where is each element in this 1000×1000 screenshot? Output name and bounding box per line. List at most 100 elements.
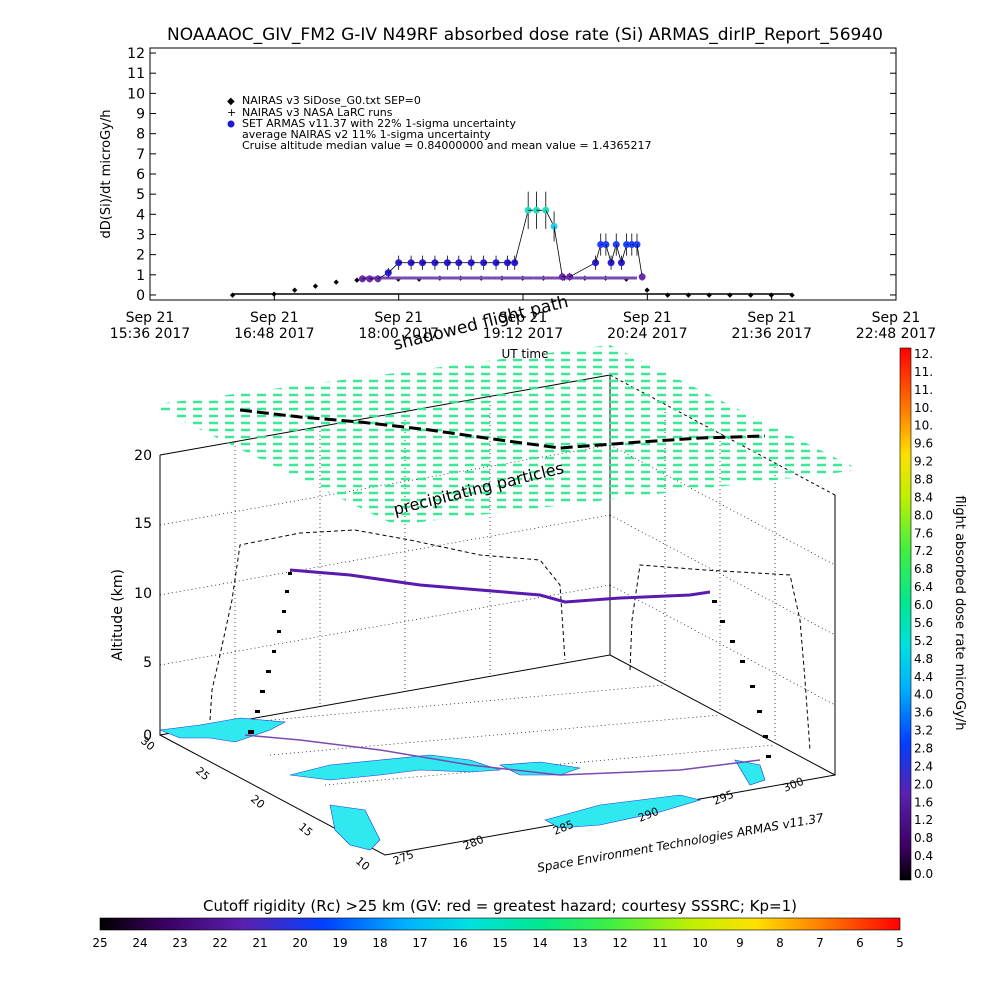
cutoff-rigidity-ticks: 25 24 23 22 21 20 19 18 17 16 15 14 13 12 11 10 9 8 7 6 5 [92,936,903,950]
legend-entry-nairas-sidose: NAIRAS v3 SiDose_G0.txt SEP=0 [242,94,421,107]
legend-entry-average-nairas: average NAIRAS v2 11% 1-sigma uncertaint… [242,128,491,141]
land-masses [159,717,766,851]
nairas-point: ◆ [230,291,236,299]
dose-rate-tick-label: 8.8 [914,473,933,487]
cutoff-tick-label: 13 [572,936,587,950]
dose-rate-tick-label: 3.2 [914,724,933,738]
y-tick-label: 0 [136,288,145,304]
dose-rate-tick-label: 2.8 [914,741,933,755]
y-tick-label: 8 [136,127,145,143]
cutoff-tick-label: 11 [652,936,667,950]
svg-text:300: 300 [781,775,805,795]
altitude-axis-label: Altitude (km) [110,569,126,661]
dose-rate-tick-label: 9.2 [914,455,933,469]
x-tick-label-time: 19:12 2017 [483,326,563,342]
svg-text:15: 15 [296,820,315,839]
ground-track [244,734,761,776]
trajectory-3d-plot: 0 5 10 15 20 Altitude (km) 10 15 20 25 3… [110,292,860,875]
cutoff-tick-label: 10 [692,936,707,950]
legend-entry-cruise-median: Cruise altitude median value = 0.8400000… [242,139,652,152]
dose-rate-tick-label: 2.0 [914,777,933,791]
svg-text:275: 275 [391,848,415,868]
cutoff-tick-label: 21 [252,936,267,950]
armas-connector [514,210,529,263]
altitude-ticks: 0 5 10 15 20 [134,448,152,744]
legend: ◆ NAIRAS v3 SiDose_G0.txt SEP=0 + NAIRAS… [227,94,652,152]
dose-rate-colorbar: 12. 11. 11. 10. 10. 9.6 9.2 8.8 8.4 8.0 7.6 7.2 6.8 6… [899,347,967,881]
cutoff-tick-label: 20 [292,936,307,950]
dose-rate-tick-label: 0.0 [914,867,933,881]
dose-rate-tick-label: 8.0 [914,508,933,522]
svg-text:280: 280 [461,833,485,853]
cutoff-tick-label: 14 [532,936,547,950]
dose-rate-tick-label: 4.0 [914,688,933,702]
y-tick-label: 5 [136,187,145,203]
dose-rate-tick-label: 2.4 [914,759,933,773]
y-tick-label: 3 [136,227,145,243]
dose-rate-tick-label: 3.6 [914,706,933,720]
nairas-point: ◆ [727,291,733,299]
svg-text:20: 20 [248,792,267,811]
top-series: ◆◆◆◆◆◆◆◆◆◆◆◆◆◆◆◆◆◆◆◆◆◆◆◆◆◆◆ [230,191,795,299]
x-tick-label-time: 21:36 2017 [731,326,811,342]
nairas-point: ◆ [354,276,360,284]
nairas-point: ◆ [292,286,298,294]
x-tick-label-date: Sep 21 [872,310,921,326]
y-tick-label: 7 [136,147,145,163]
nairas-point: ◆ [686,291,692,299]
armas-connector [569,262,596,278]
chart-title: NOAAAOC_GIV_FM2 G-IV N49RF absorbed dose… [167,25,883,45]
cutoff-tick-label: 9 [736,936,744,950]
dose-rate-tick-label: 7.6 [914,526,933,540]
svg-text:15: 15 [134,516,152,532]
cutoff-tick-label: 16 [452,936,467,950]
dose-rate-tick-label: 11. [914,383,933,397]
dose-rate-tick-label: 0.4 [914,849,933,863]
cutoff-tick-label: 23 [172,936,187,950]
armas-point [638,273,646,281]
nairas-point: ◆ [769,291,775,299]
top-y-axis-label: dD(Si)/dt microGy/h [99,110,114,239]
cutoff-tick-label: 22 [212,936,227,950]
dose-rate-tick-label: 11. [914,365,933,379]
cutoff-tick-label: 15 [492,936,507,950]
dose-rate-tick-label: 10. [914,419,933,433]
y-tick-label: 9 [136,107,145,123]
dose-rate-tick-label: 5.6 [914,616,933,630]
cutoff-tick-label: 8 [776,936,784,950]
nairas-point: ◆ [789,291,795,299]
dose-rate-colorbar-label: flight absorbed dose rate microGy/h [952,496,967,731]
cutoff-tick-label: 18 [372,936,387,950]
y-tick-label: 10 [127,86,145,102]
x-tick-label-date: Sep 21 [499,310,548,326]
x-tick-label-time: 22:48 2017 [856,326,936,342]
x-tick-label-date: Sep 21 [623,310,672,326]
armas-connector [636,244,643,277]
dose-rate-tick-label: 1.6 [914,795,933,809]
cutoff-tick-label: 24 [132,936,147,950]
nairas-point: ◆ [665,291,671,299]
y-tick-label: 11 [127,66,145,82]
svg-text:20: 20 [134,448,152,464]
dose-rate-tick-label: 10. [914,401,933,415]
svg-text:10: 10 [134,586,152,602]
dose-rate-tick-label: 4.4 [914,670,933,684]
cutoff-tick-label: 19 [332,936,347,950]
legend-marker-nairas: ◆ [227,96,235,107]
svg-text:0: 0 [143,728,152,744]
ascent-descent-points [248,572,771,758]
nairas-point: ◆ [334,278,340,286]
dose-rate-tick-label: 6.4 [914,580,933,594]
svg-text:25: 25 [193,764,212,783]
nairas-point: ◆ [707,291,713,299]
dose-rate-tick-label: 12. [914,347,933,361]
precipitating-particles-layer [150,345,860,525]
shadow-path-right [629,564,811,751]
cutoff-rigidity-label: Cutoff rigidity (Rc) >25 km (GV: red = g… [203,897,797,915]
latitude-ticks: 10 15 20 25 30 [138,734,372,873]
legend-entry-nasa-larc: NAIRAS v3 NASA LaRC runs [242,106,393,119]
armas-connector [553,226,563,277]
legend-marker-armas [227,120,235,128]
dose-rate-tick-label: 9.6 [914,437,933,451]
